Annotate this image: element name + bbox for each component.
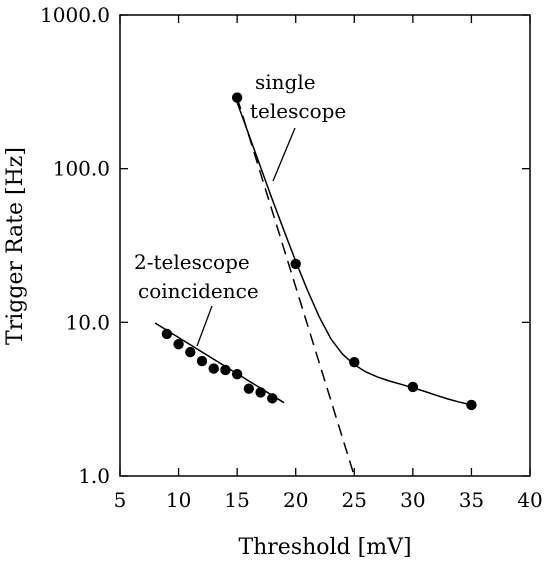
coincidence-point (243, 383, 255, 394)
coincidence-point (255, 387, 266, 398)
fit-line-dashed (236, 97, 356, 477)
coincidence-point (208, 363, 219, 374)
x-tick-label: 5 (114, 488, 127, 512)
single-telescope-point (349, 357, 360, 368)
annotation-coincidence-pointer (196, 305, 213, 347)
x-tick-label: 15 (224, 488, 249, 512)
axis-ticks: 5 10 15 20 25 30 35 40 1.0 10.0 100.0 1000.0 (40, 3, 543, 512)
x-tick-label: 10 (166, 488, 191, 512)
y-tick-label: 1.0 (78, 464, 110, 488)
coincidence-point (185, 346, 196, 358)
x-tick-label: 35 (459, 488, 484, 512)
annotation-coincidence: 2-telescope coincidence (134, 250, 259, 347)
annotation-coincidence-line2: coincidence (138, 279, 259, 303)
annotation-coincidence-line1: 2-telescope (134, 250, 250, 274)
x-tick-label: 30 (400, 488, 425, 512)
single-telescope-point (407, 381, 419, 393)
x-axis-label: Threshold [mV] (238, 535, 411, 560)
annotation-single-line2: telescope (250, 99, 346, 123)
annotation-single-telescope: single telescope (250, 70, 346, 182)
coincidence-point (173, 339, 184, 350)
coincidence-point (220, 364, 231, 376)
coincidence-point (267, 393, 278, 404)
coincidence-point (231, 368, 243, 380)
single-telescope-point (466, 399, 477, 411)
x-tick-label: 25 (342, 488, 367, 512)
data-points (161, 92, 477, 411)
y-tick-label: 1000.0 (40, 3, 110, 27)
single-telescope-point (290, 258, 301, 270)
y-tick-label: 100.0 (53, 157, 110, 181)
coincidence-point (161, 328, 173, 340)
plot-frame (119, 14, 531, 477)
annotation-single-pointer (272, 127, 296, 182)
single-telescope-point (231, 92, 243, 103)
x-tick-label: 20 (283, 488, 308, 512)
x-tick-label: 40 (517, 488, 542, 512)
annotation-single-line1: single (255, 70, 316, 94)
coincidence-point (196, 355, 208, 367)
y-axis-label: Trigger Rate [Hz] (3, 147, 28, 345)
y-tick-label: 10.0 (65, 310, 110, 334)
